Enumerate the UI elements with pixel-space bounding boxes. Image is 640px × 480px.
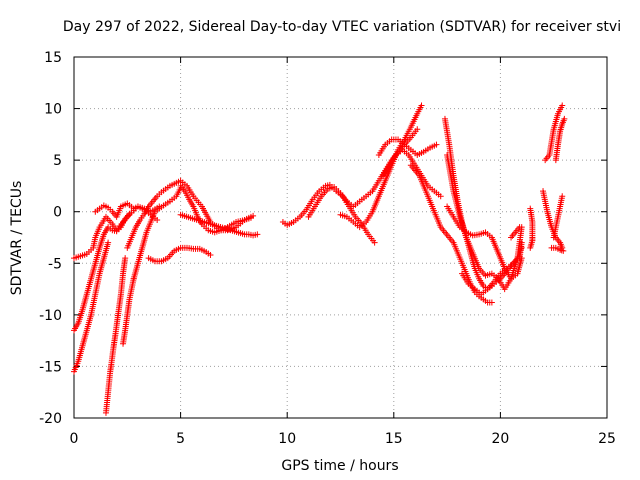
x-tick-label: 15 bbox=[385, 431, 403, 447]
data-point bbox=[433, 141, 440, 148]
series-arc-17 bbox=[407, 162, 495, 306]
series-arc-10 bbox=[177, 182, 254, 236]
y-tick-label: -20 bbox=[39, 411, 62, 427]
data-point bbox=[414, 126, 421, 133]
chart-title: Day 297 of 2022, Sidereal Day-to-day VTE… bbox=[63, 19, 621, 35]
series-arc-20 bbox=[444, 203, 525, 282]
data-point bbox=[371, 239, 378, 246]
y-tick-label: 5 bbox=[53, 153, 62, 169]
series-arc-27 bbox=[550, 193, 566, 241]
x-axis-label: GPS time / hours bbox=[281, 458, 398, 474]
data-point bbox=[126, 210, 133, 217]
data-point bbox=[559, 193, 566, 200]
x-tick-label: 20 bbox=[491, 431, 509, 447]
data-point bbox=[207, 252, 214, 259]
series-arc-21 bbox=[459, 239, 525, 298]
series-arc-9 bbox=[145, 244, 214, 265]
data-point bbox=[122, 255, 129, 262]
data-point bbox=[516, 224, 523, 231]
data-point bbox=[518, 239, 525, 246]
data-point bbox=[418, 102, 425, 109]
data-point bbox=[105, 239, 112, 246]
series-arc-23 bbox=[542, 102, 566, 164]
data-point bbox=[254, 231, 261, 238]
y-tick-label: -5 bbox=[48, 256, 62, 272]
series-arc-28 bbox=[527, 205, 536, 251]
y-tick-label: -15 bbox=[39, 359, 62, 375]
data-point bbox=[561, 115, 568, 122]
series-arc-26 bbox=[548, 244, 567, 254]
axis-ticks bbox=[73, 56, 608, 419]
data-point bbox=[154, 216, 161, 223]
y-axis-label: SDTVAR / TECUs bbox=[9, 181, 25, 296]
series-arc-25 bbox=[540, 188, 566, 251]
data-point bbox=[488, 299, 495, 306]
x-tick-label: 10 bbox=[278, 431, 296, 447]
series-arc-12 bbox=[279, 181, 378, 246]
y-tick-label: 10 bbox=[44, 102, 62, 118]
series-arc-24 bbox=[552, 115, 568, 164]
plot-frame bbox=[73, 56, 608, 419]
series-arc-11 bbox=[177, 211, 261, 239]
grid bbox=[74, 57, 607, 418]
series-arc-14 bbox=[337, 102, 425, 231]
data-point bbox=[527, 205, 534, 212]
series-arc-3 bbox=[71, 239, 112, 375]
data-point bbox=[437, 193, 444, 200]
data-point bbox=[559, 102, 566, 109]
y-tick-label: -10 bbox=[39, 308, 62, 324]
series-arc-5 bbox=[102, 255, 129, 416]
series-arc-2 bbox=[71, 210, 133, 334]
series-arc-22 bbox=[508, 224, 523, 241]
x-tick-labels: 0 5 10 15 20 25 bbox=[70, 431, 616, 447]
x-tick-label: 0 bbox=[70, 431, 79, 447]
series-arc-4 bbox=[92, 200, 163, 220]
x-tick-label: 25 bbox=[598, 431, 616, 447]
y-tick-label: 15 bbox=[44, 50, 62, 66]
y-tick-labels: -20 -15 -10 -5 0 5 10 15 bbox=[39, 50, 62, 427]
data-point bbox=[247, 214, 254, 221]
data-point bbox=[560, 247, 567, 254]
series-arc-15 bbox=[375, 136, 440, 158]
x-tick-label: 5 bbox=[176, 431, 185, 447]
data-points bbox=[71, 102, 568, 416]
y-tick-label: 0 bbox=[53, 205, 62, 221]
series-arc-18 bbox=[441, 115, 525, 293]
